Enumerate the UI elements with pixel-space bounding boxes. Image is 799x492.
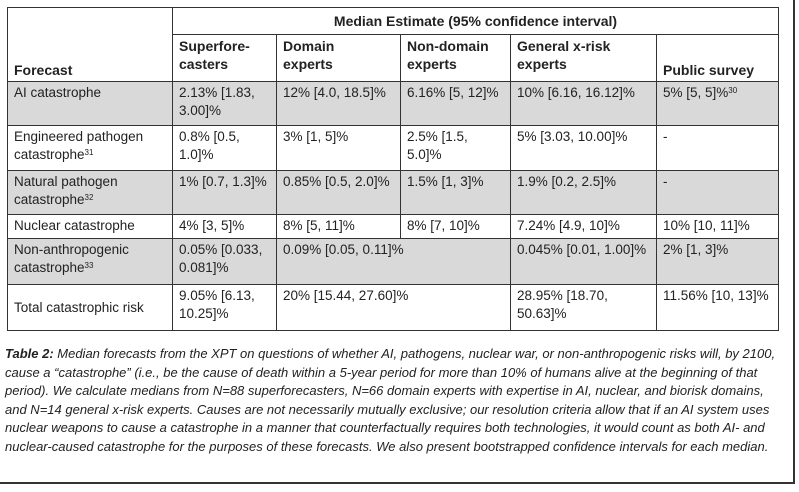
col-header-superforecasters: Superfore-casters bbox=[172, 34, 277, 82]
cell-public-survey: - bbox=[655, 170, 780, 215]
forecast-header: Forecast bbox=[7, 7, 173, 82]
cell-domain-and-non-domain-experts: 0.09% [0.05, 0.11]% bbox=[276, 238, 511, 285]
cell-superforecasters: 9.05% [6.13, 10.25]% bbox=[172, 284, 277, 331]
cell-domain-experts: 8% [5, 11]% bbox=[276, 214, 401, 239]
row-label-text: Engineered pathogen catastrophe bbox=[14, 129, 144, 162]
col-header-non-domain-experts: Non-domain experts bbox=[400, 34, 511, 82]
table-row: Nuclear catastrophe 4% [3, 5]% 8% [5, 11… bbox=[7, 214, 780, 239]
cell-public-survey: 10% [10, 11]% bbox=[655, 214, 780, 239]
cell-domain-experts: 0.85% [0.5, 2.0]% bbox=[276, 170, 401, 215]
row-label: Engineered pathogen catastrophe31 bbox=[7, 125, 173, 171]
cell-superforecasters: 0.8% [0.5, 1.0]% bbox=[172, 125, 277, 171]
cell-non-domain-experts: 2.5% [1.5, 5.0]% bbox=[400, 125, 511, 171]
cell-superforecasters: 1% [0.7, 1.3]% bbox=[172, 170, 277, 215]
table-row: Total catastrophic risk 9.05% [6.13, 10.… bbox=[7, 284, 780, 331]
table-row: Engineered pathogen catastrophe31 0.8% [… bbox=[7, 125, 780, 171]
cell-general-xrisk: 28.95% [18.70, 50.63]% bbox=[510, 284, 657, 331]
cell-general-xrisk: 7.24% [4.9, 10]% bbox=[510, 214, 657, 239]
forecast-table: Forecast Median Estimate (95% confidence… bbox=[7, 7, 780, 331]
col-header-domain-experts: Domain experts bbox=[276, 34, 401, 82]
cell-domain-experts: 3% [1, 5]% bbox=[276, 125, 401, 171]
cell-public-survey: 11.56% [10, 13]% bbox=[655, 284, 780, 331]
cell-public-survey: - bbox=[655, 125, 780, 171]
cell-superforecasters: 2.13% [1.83, 3.00]% bbox=[172, 81, 277, 126]
table-caption: Table 2: Median forecasts from the XPT o… bbox=[5, 345, 785, 457]
cell-general-xrisk: 5% [3.03, 10.00]% bbox=[510, 125, 657, 171]
cell-non-domain-experts: 8% [7, 10]% bbox=[400, 214, 511, 239]
row-label: Non-anthropogenic catastrophe33 bbox=[7, 238, 173, 285]
cell-value: 5% [5, 5]% bbox=[663, 85, 729, 100]
cell-domain-experts: 12% [4.0, 18.5]% bbox=[276, 81, 401, 126]
cell-general-xrisk: 0.045% [0.01, 1.00]% bbox=[510, 238, 657, 285]
col-header-general-xrisk-experts: General x-risk experts bbox=[510, 34, 657, 82]
row-label-text: Natural pathogen catastrophe bbox=[14, 174, 118, 207]
table-row: Non-anthropogenic catastrophe33 0.05% [0… bbox=[7, 238, 780, 285]
footnote-ref: 32 bbox=[84, 193, 94, 202]
cell-general-xrisk: 10% [6.16, 16.12]% bbox=[510, 81, 657, 126]
cell-general-xrisk: 1.9% [0.2, 2.5]% bbox=[510, 170, 657, 215]
cell-superforecasters: 0.05% [0.033, 0.081]% bbox=[172, 238, 277, 285]
row-label: Nuclear catastrophe bbox=[7, 214, 173, 239]
cell-non-domain-experts: 6.16% [5, 12]% bbox=[400, 81, 511, 126]
row-label-text: Non-anthropogenic catastrophe bbox=[14, 242, 129, 275]
table-row: AI catastrophe 2.13% [1.83, 3.00]% 12% [… bbox=[7, 81, 780, 126]
col-header-public-survey: Public survey bbox=[655, 34, 780, 82]
row-label: Total catastrophic risk bbox=[7, 284, 173, 331]
caption-label: Table 2: bbox=[5, 346, 54, 361]
footnote-ref: 33 bbox=[84, 261, 94, 270]
bottom-border bbox=[0, 482, 795, 484]
cell-public-survey: 2% [1, 3]% bbox=[655, 238, 780, 285]
table-row: Natural pathogen catastrophe32 1% [0.7, … bbox=[7, 170, 780, 215]
cell-non-domain-experts: 1.5% [1, 3]% bbox=[400, 170, 511, 215]
median-estimate-header: Median Estimate (95% confidence interval… bbox=[171, 7, 780, 35]
cell-superforecasters: 4% [3, 5]% bbox=[172, 214, 277, 239]
cell-domain-and-non-domain-experts: 20% [15.44, 27.60]% bbox=[276, 284, 511, 331]
row-label: AI catastrophe bbox=[7, 81, 173, 126]
right-border bbox=[793, 0, 795, 482]
cell-public-survey: 5% [5, 5]%30 bbox=[655, 81, 780, 126]
footnote-ref: 31 bbox=[84, 148, 94, 157]
footnote-ref: 30 bbox=[728, 86, 738, 95]
caption-text: Median forecasts from the XPT on questio… bbox=[5, 346, 776, 454]
row-label: Natural pathogen catastrophe32 bbox=[7, 170, 173, 215]
